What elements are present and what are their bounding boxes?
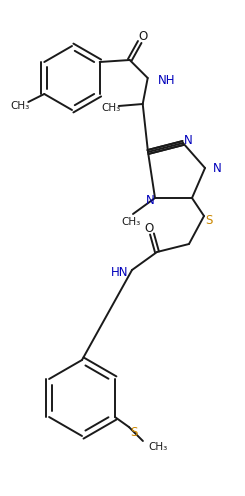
Text: CH₃: CH₃: [101, 103, 120, 113]
Text: N: N: [146, 194, 154, 207]
Text: CH₃: CH₃: [11, 101, 30, 111]
Text: N: N: [184, 133, 192, 146]
Text: O: O: [138, 30, 147, 44]
Text: S: S: [205, 214, 213, 228]
Text: S: S: [130, 427, 138, 439]
Text: CH₃: CH₃: [148, 442, 167, 452]
Text: N: N: [213, 162, 222, 175]
Text: O: O: [144, 222, 154, 235]
Text: HN: HN: [111, 265, 129, 278]
Text: CH₃: CH₃: [121, 217, 141, 227]
Text: NH: NH: [158, 73, 175, 86]
